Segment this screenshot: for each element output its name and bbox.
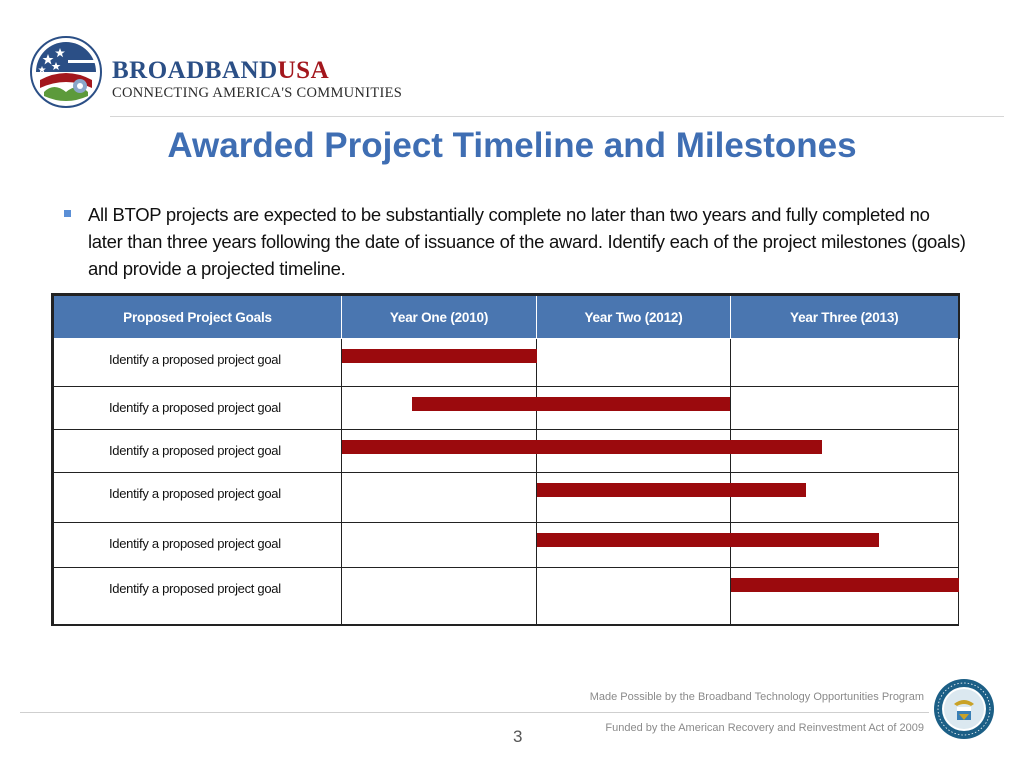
recovery-logo-icon: [30, 36, 102, 108]
goal-cell: Identify a proposed project goal: [51, 429, 342, 473]
timeline-table: Proposed Project Goals Year One (2010) Y…: [51, 293, 960, 626]
brand-name: BROADBANDUSA: [112, 57, 330, 84]
goal-cell: Identify a proposed project goal: [51, 567, 342, 626]
year-cell: [730, 429, 959, 473]
timeline-grid: Proposed Project Goals Year One (2010) Y…: [51, 293, 960, 626]
year-cell: [730, 522, 959, 568]
bullet-text: All BTOP projects are expected to be sub…: [88, 204, 966, 279]
goal-cell: Identify a proposed project goal: [51, 338, 342, 387]
footer-made-possible: Made Possible by the Broadband Technolog…: [589, 691, 924, 703]
brand-tagline: CONNECTING AMERICA'S COMMUNITIES: [112, 85, 403, 101]
table-row: Identify a proposed project goal: [51, 522, 959, 568]
year-cell: [341, 522, 537, 568]
table-row: Identify a proposed project goal: [51, 386, 959, 430]
footer-funded: Funded by the American Recovery and Rein…: [605, 722, 924, 734]
year-cell: [341, 386, 537, 430]
table-header-row: Proposed Project Goals Year One (2010) Y…: [51, 293, 960, 339]
table-row: Identify a proposed project goal: [51, 567, 959, 626]
year-cell: [341, 429, 537, 473]
goal-cell: Identify a proposed project goal: [51, 386, 342, 430]
year-cell: [730, 472, 959, 523]
department-of-commerce-seal-icon: [934, 679, 994, 739]
goal-cell: Identify a proposed project goal: [51, 522, 342, 568]
table-row: Identify a proposed project goal: [51, 472, 959, 523]
year-cell: [536, 429, 731, 473]
table-row: Identify a proposed project goal: [51, 338, 959, 387]
year-cell: [536, 567, 731, 626]
year-cell: [536, 522, 731, 568]
goal-cell: Identify a proposed project goal: [51, 472, 342, 523]
header-divider: [110, 116, 1004, 117]
bullet-marker-icon: [64, 210, 71, 217]
brand-block: BROADBANDUSA CONNECTING AMERICA'S COMMUN…: [112, 58, 402, 102]
page-number: 3: [513, 727, 523, 746]
year-cell: [730, 338, 959, 387]
year-cell: [341, 472, 537, 523]
year-cell: [536, 472, 731, 523]
year-cell: [341, 567, 537, 626]
table-row: Identify a proposed project goal: [51, 429, 959, 473]
header-goals: Proposed Project Goals: [51, 293, 342, 339]
year-cell: [536, 338, 731, 387]
year-cell: [341, 338, 537, 387]
slide-title: Awarded Project Timeline and Milestones: [167, 126, 857, 165]
footer-divider: [20, 712, 929, 713]
header-year-two: Year Two (2012): [536, 293, 731, 339]
year-cell: [730, 567, 959, 626]
header-year-three: Year Three (2013): [730, 293, 960, 339]
year-cell: [730, 386, 959, 430]
header-year-one: Year One (2010): [341, 293, 537, 339]
year-cell: [536, 386, 731, 430]
